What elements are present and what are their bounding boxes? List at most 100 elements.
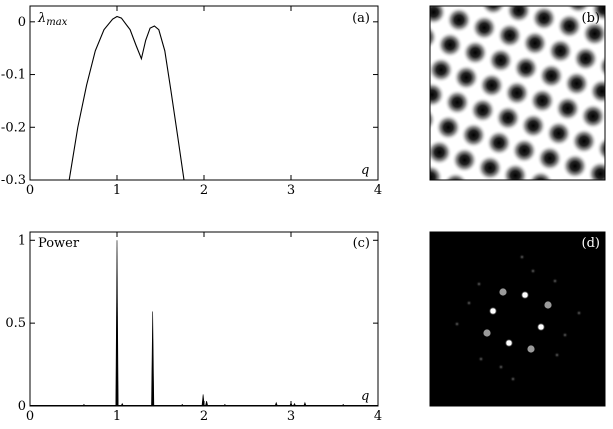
pattern-spot (589, 78, 605, 105)
pattern-spot (430, 139, 453, 166)
power-peak (205, 400, 209, 407)
panel-c-xtick-label: 0 (26, 409, 34, 424)
pattern-spot (554, 95, 581, 122)
pattern-spot (462, 39, 489, 66)
fourier-spot-core (539, 325, 543, 329)
pattern-spot (536, 145, 563, 172)
fourier-spectrum-image (454, 254, 582, 382)
pattern-spot (505, 6, 532, 24)
pattern-spot (430, 108, 436, 131)
pattern-spot (480, 6, 506, 16)
pattern-spot (430, 25, 438, 49)
panel-c-xlabel: q (361, 389, 369, 404)
power-peak (223, 403, 227, 407)
pattern-spot (502, 162, 529, 180)
panel-c-xtick-label: 4 (374, 409, 382, 424)
pattern-spot (545, 120, 572, 147)
fourier-spot-weak (498, 364, 504, 370)
pattern-spot (495, 104, 521, 131)
pattern-spot (578, 186, 604, 212)
panel-a-ylabel: λmax (37, 11, 68, 28)
lambda-max-curve (68, 15, 185, 180)
pattern-spot (435, 114, 462, 141)
panel-a: 0 1 2 3 4 0 -0.1 -0.2 -0.3 λmax q (a) (1, 5, 382, 198)
power-peak (82, 403, 86, 407)
fourier-spot-core (523, 293, 527, 297)
panel-a-frame (29, 5, 379, 181)
pattern-spot (587, 160, 605, 180)
pattern-spot (478, 72, 505, 99)
fourier-spot-weak (552, 278, 558, 284)
panel-a-xtick-label: 4 (374, 183, 382, 198)
panel-a-ytick-label: -0.3 (1, 173, 26, 188)
power-spectrum (30, 240, 378, 407)
pattern-spot (471, 14, 498, 41)
pattern-spot (580, 103, 605, 130)
fourier-spot-weak (519, 254, 525, 260)
panel-a-xtick-label: 1 (113, 183, 121, 198)
panel-c-ticks: 0 1 2 3 4 0 0.5 1 (5, 232, 382, 424)
pattern-spot (453, 64, 480, 91)
pattern-spot (572, 45, 599, 72)
pattern-spot (598, 54, 605, 78)
fourier-spot-weak (466, 300, 472, 306)
panel-d: (d) (429, 231, 606, 407)
panel-b-label: (b) (582, 11, 600, 26)
power-peak (201, 394, 205, 407)
panel-a-ytick-label: -0.2 (1, 120, 26, 135)
pattern-spot (430, 164, 444, 180)
fourier-spot-weak (478, 356, 484, 362)
fourier-spot-secondary (483, 329, 491, 337)
fourier-spot-weak (562, 332, 568, 338)
pattern-spot (605, 111, 613, 137)
pattern-spot (430, 81, 445, 108)
panel-a-xlabel: q (361, 163, 369, 178)
panel-a-xtick-label: 0 (26, 183, 34, 198)
pattern-spot (531, 6, 557, 32)
power-peak (115, 240, 119, 407)
pattern-spot (511, 137, 538, 164)
panel-d-background (430, 232, 605, 406)
fourier-spot-secondary (544, 301, 552, 309)
pattern-spot (520, 112, 547, 139)
pattern-spot (550, 6, 556, 7)
pattern-spot (460, 122, 487, 149)
power-peak (180, 403, 185, 407)
pattern-spot (496, 22, 523, 49)
fourier-spot-weak (476, 281, 482, 287)
pattern-spot (487, 47, 514, 74)
pattern-spot (403, 49, 429, 75)
pattern-spot (444, 89, 471, 116)
fourier-spot-weak (454, 321, 460, 327)
pattern-spot (477, 154, 503, 180)
fourier-spot-weak (510, 376, 516, 382)
pattern-spot (538, 62, 565, 89)
pattern-spot (513, 55, 539, 82)
pattern-spot (581, 20, 605, 47)
pattern-spot (469, 97, 496, 124)
pattern-spot (478, 179, 484, 180)
power-peak (274, 401, 278, 407)
power-peak (120, 402, 124, 407)
pattern-spot (529, 87, 556, 114)
panel-c-label: (c) (353, 236, 370, 251)
panel-b: (b) (403, 5, 613, 212)
pattern-spot (607, 29, 613, 55)
panel-c-ytick-label: 1 (18, 233, 26, 248)
fourier-spot-secondary (499, 288, 507, 296)
power-peak (292, 402, 297, 407)
pattern-spot (562, 153, 588, 180)
fourier-spot-core (491, 309, 495, 313)
pattern-spot (430, 6, 447, 26)
pattern-spot (590, 6, 605, 22)
panel-c-ytick-label: 0 (18, 399, 26, 414)
power-peak (289, 401, 293, 407)
panel-b-frame (429, 5, 606, 181)
pattern-spot (596, 136, 605, 162)
pattern-spot (437, 31, 463, 58)
pattern-spot (504, 80, 530, 106)
panel-a-label: (a) (352, 11, 370, 26)
panel-c-ylabel: Power (38, 236, 80, 251)
pattern-spot (559, 178, 573, 180)
